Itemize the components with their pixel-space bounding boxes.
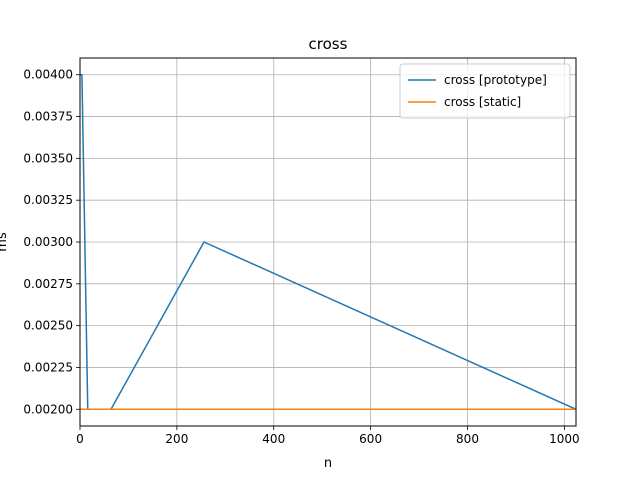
grid: [79, 58, 576, 426]
y-tick-label: 0.00225: [23, 360, 73, 374]
y-tick-label: 0.00300: [23, 235, 73, 249]
x-tick-label: 800: [456, 432, 479, 446]
x-tick-label: 1000: [549, 432, 580, 446]
y-axis: 0.00200 0.00225 0.00250 0.00275 0.00300 0.003…: [23, 68, 80, 416]
x-tick-label: 400: [262, 432, 285, 446]
legend-label-1: cross [static]: [444, 95, 521, 109]
x-axis-label: n: [324, 456, 332, 471]
chart-title: cross: [309, 35, 348, 53]
x-tick-label: 0: [76, 432, 84, 446]
x-tick-label: 600: [359, 432, 382, 446]
y-tick-label: 0.00275: [23, 277, 73, 291]
series-layer: [80, 73, 577, 411]
legend: cross [prototype] cross [static]: [399, 63, 571, 119]
x-tick-label: 200: [165, 432, 188, 446]
y-tick-label: 0.00250: [23, 319, 73, 333]
y-tick-label: 0.00375: [23, 110, 73, 124]
y-tick-label: 0.00350: [23, 151, 73, 165]
legend-label-0: cross [prototype]: [444, 73, 547, 87]
y-tick-label: 0.00400: [23, 68, 73, 82]
x-axis: 0 200 400 600 800 1000: [76, 426, 580, 446]
y-axis-label: ms: [0, 232, 10, 252]
legend-box: [399, 63, 571, 119]
y-tick-label: 0.00325: [23, 193, 73, 207]
y-tick-label: 0.00200: [23, 402, 73, 416]
